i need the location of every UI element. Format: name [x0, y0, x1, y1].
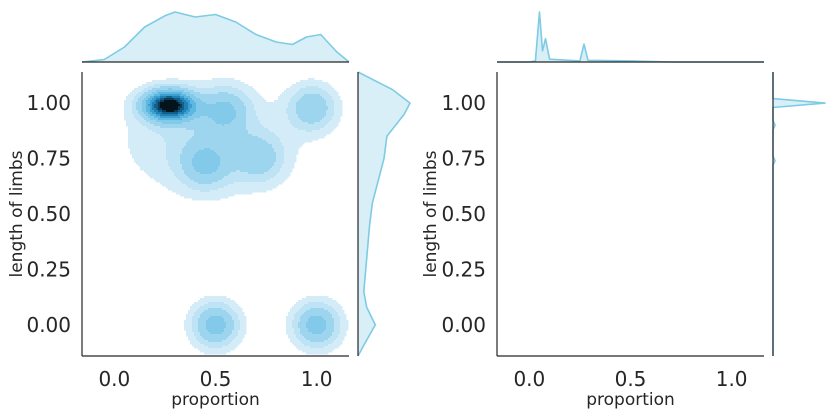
- x-axis-label: proportion: [586, 390, 675, 410]
- x-tick-label: 0.5: [615, 367, 647, 391]
- marginal-y-fill: [773, 72, 825, 356]
- x-axis-label: proportion: [171, 390, 260, 410]
- jointplot-right: 0.00 0.25 0.50 0.75 1.00 0.0 0.5 1.0 proportion l…: [421, 12, 825, 410]
- x-tick-label: 0.0: [98, 367, 130, 391]
- x-tick-label: 1.0: [301, 367, 333, 391]
- x-tick-label: 0.0: [513, 367, 545, 391]
- y-tick-label: 0.25: [441, 257, 486, 281]
- marginal-y-fill: [358, 72, 410, 356]
- jointplot-left: 0.00 0.25 0.50 0.75 1.00 0.0 0.5 1.0 proportion l…: [7, 12, 410, 410]
- y-axis-label: length of limbs: [7, 150, 27, 277]
- y-tick-label: 1.00: [26, 91, 71, 115]
- y-tick-label: 0.50: [441, 202, 486, 226]
- y-tick-label: 0.75: [441, 147, 486, 171]
- y-tick-label: 0.50: [26, 202, 71, 226]
- y-tick-label: 0.00: [26, 313, 71, 337]
- x-tick-label: 0.5: [200, 367, 232, 391]
- marginal-y-line: [773, 72, 825, 356]
- y-axis-label: length of limbs: [421, 150, 441, 277]
- y-tick-label: 0.00: [441, 313, 486, 337]
- y-tick-label: 0.25: [26, 257, 71, 281]
- y-tick-label: 0.75: [26, 147, 71, 171]
- x-tick-label: 1.0: [716, 367, 748, 391]
- kde-contours: [124, 78, 349, 355]
- y-tick-label: 1.00: [441, 91, 486, 115]
